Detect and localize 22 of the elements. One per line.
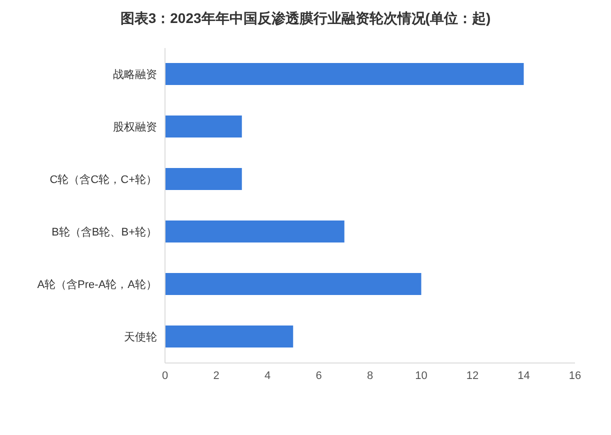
bar [165,168,242,190]
y-tick-label: 战略融资 [113,69,157,82]
x-tick-label: 12 [466,370,479,382]
x-tick-label: 6 [316,370,322,382]
chart-title: 图表3：2023年年中国反渗透膜行业融资轮次情况(单位：起) [119,10,492,28]
x-tick-label: 8 [366,370,374,382]
bar [165,220,344,242]
y-tick-label: 股权融资 [113,122,157,134]
x-tick-label: 10 [415,370,428,382]
bar [165,273,422,295]
y-tick-label: A轮（含Pre-A轮，A轮） [37,278,157,292]
x-tick-label: 16 [568,370,582,382]
x-tick-label: 14 [518,370,530,382]
y-tick-label: 天使轮 [124,332,157,344]
y-tick-label: C轮（含C轮，C+轮） [50,173,157,186]
bar [165,326,294,348]
x-tick-label: 4 [264,370,271,382]
x-tick-label: 2 [213,370,220,382]
bar [165,116,242,138]
y-tick-label: B轮（含B轮、B+轮） [52,226,157,239]
bar [165,63,524,85]
x-tick-label: 0 [162,370,168,382]
